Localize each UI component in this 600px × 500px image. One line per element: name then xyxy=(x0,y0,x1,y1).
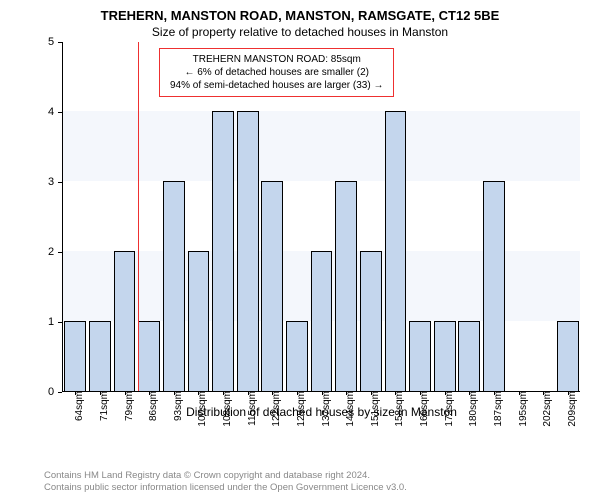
plot-area: 64sqm71sqm79sqm86sqm93sqm100sqm108sqm115… xyxy=(62,42,580,392)
bar xyxy=(261,181,283,391)
bar xyxy=(114,251,136,391)
y-tick-label: 0 xyxy=(48,386,54,398)
page-title: TREHERN, MANSTON ROAD, MANSTON, RAMSGATE… xyxy=(0,0,600,23)
bar-slot: 195sqm xyxy=(506,42,531,391)
x-axis-label: Distribution of detached houses by size … xyxy=(63,405,580,419)
bar xyxy=(163,181,185,391)
footer-line: Contains HM Land Registry data © Crown c… xyxy=(44,470,407,482)
bar xyxy=(188,251,210,391)
page-subtitle: Size of property relative to detached ho… xyxy=(0,23,600,39)
bar-slot: 202sqm xyxy=(531,42,556,391)
bar xyxy=(89,321,111,391)
y-tick-mark xyxy=(58,392,62,393)
callout-line: 94% of semi-detached houses are larger (… xyxy=(170,79,383,92)
bar xyxy=(458,321,480,391)
bar xyxy=(286,321,308,391)
footer-attribution: Contains HM Land Registry data © Crown c… xyxy=(44,470,407,494)
y-tick-label: 3 xyxy=(48,176,54,188)
bar xyxy=(557,321,579,391)
y-tick-label: 2 xyxy=(48,246,54,258)
bar-slot: 86sqm xyxy=(137,42,162,391)
reference-line xyxy=(138,42,139,391)
bar xyxy=(483,181,505,391)
chart-container: Number of detached properties 012345 64s… xyxy=(40,42,580,417)
bar-slot: 180sqm xyxy=(457,42,482,391)
bar-slot: 166sqm xyxy=(408,42,433,391)
bar xyxy=(409,321,431,391)
bar xyxy=(212,111,234,391)
bar xyxy=(237,111,259,391)
y-tick-label: 1 xyxy=(48,316,54,328)
bar xyxy=(311,251,333,391)
bar-slot: 209sqm xyxy=(556,42,581,391)
bar xyxy=(360,251,382,391)
bar xyxy=(335,181,357,391)
y-tick-label: 5 xyxy=(48,36,54,48)
bar-slot: 64sqm xyxy=(63,42,88,391)
bar xyxy=(64,321,86,391)
bar xyxy=(385,111,407,391)
bar-slot: 187sqm xyxy=(482,42,507,391)
y-tick-label: 4 xyxy=(48,106,54,118)
bar-slot: 71sqm xyxy=(88,42,113,391)
footer-line: Contains public sector information licen… xyxy=(44,482,407,494)
bar xyxy=(434,321,456,391)
callout-line: TREHERN MANSTON ROAD: 85sqm xyxy=(170,53,383,66)
callout-line: ← 6% of detached houses are smaller (2) xyxy=(170,66,383,79)
callout-box: TREHERN MANSTON ROAD: 85sqm← 6% of detac… xyxy=(159,48,394,97)
bar xyxy=(138,321,160,391)
bar-slot: 79sqm xyxy=(112,42,137,391)
bar-slot: 173sqm xyxy=(432,42,457,391)
